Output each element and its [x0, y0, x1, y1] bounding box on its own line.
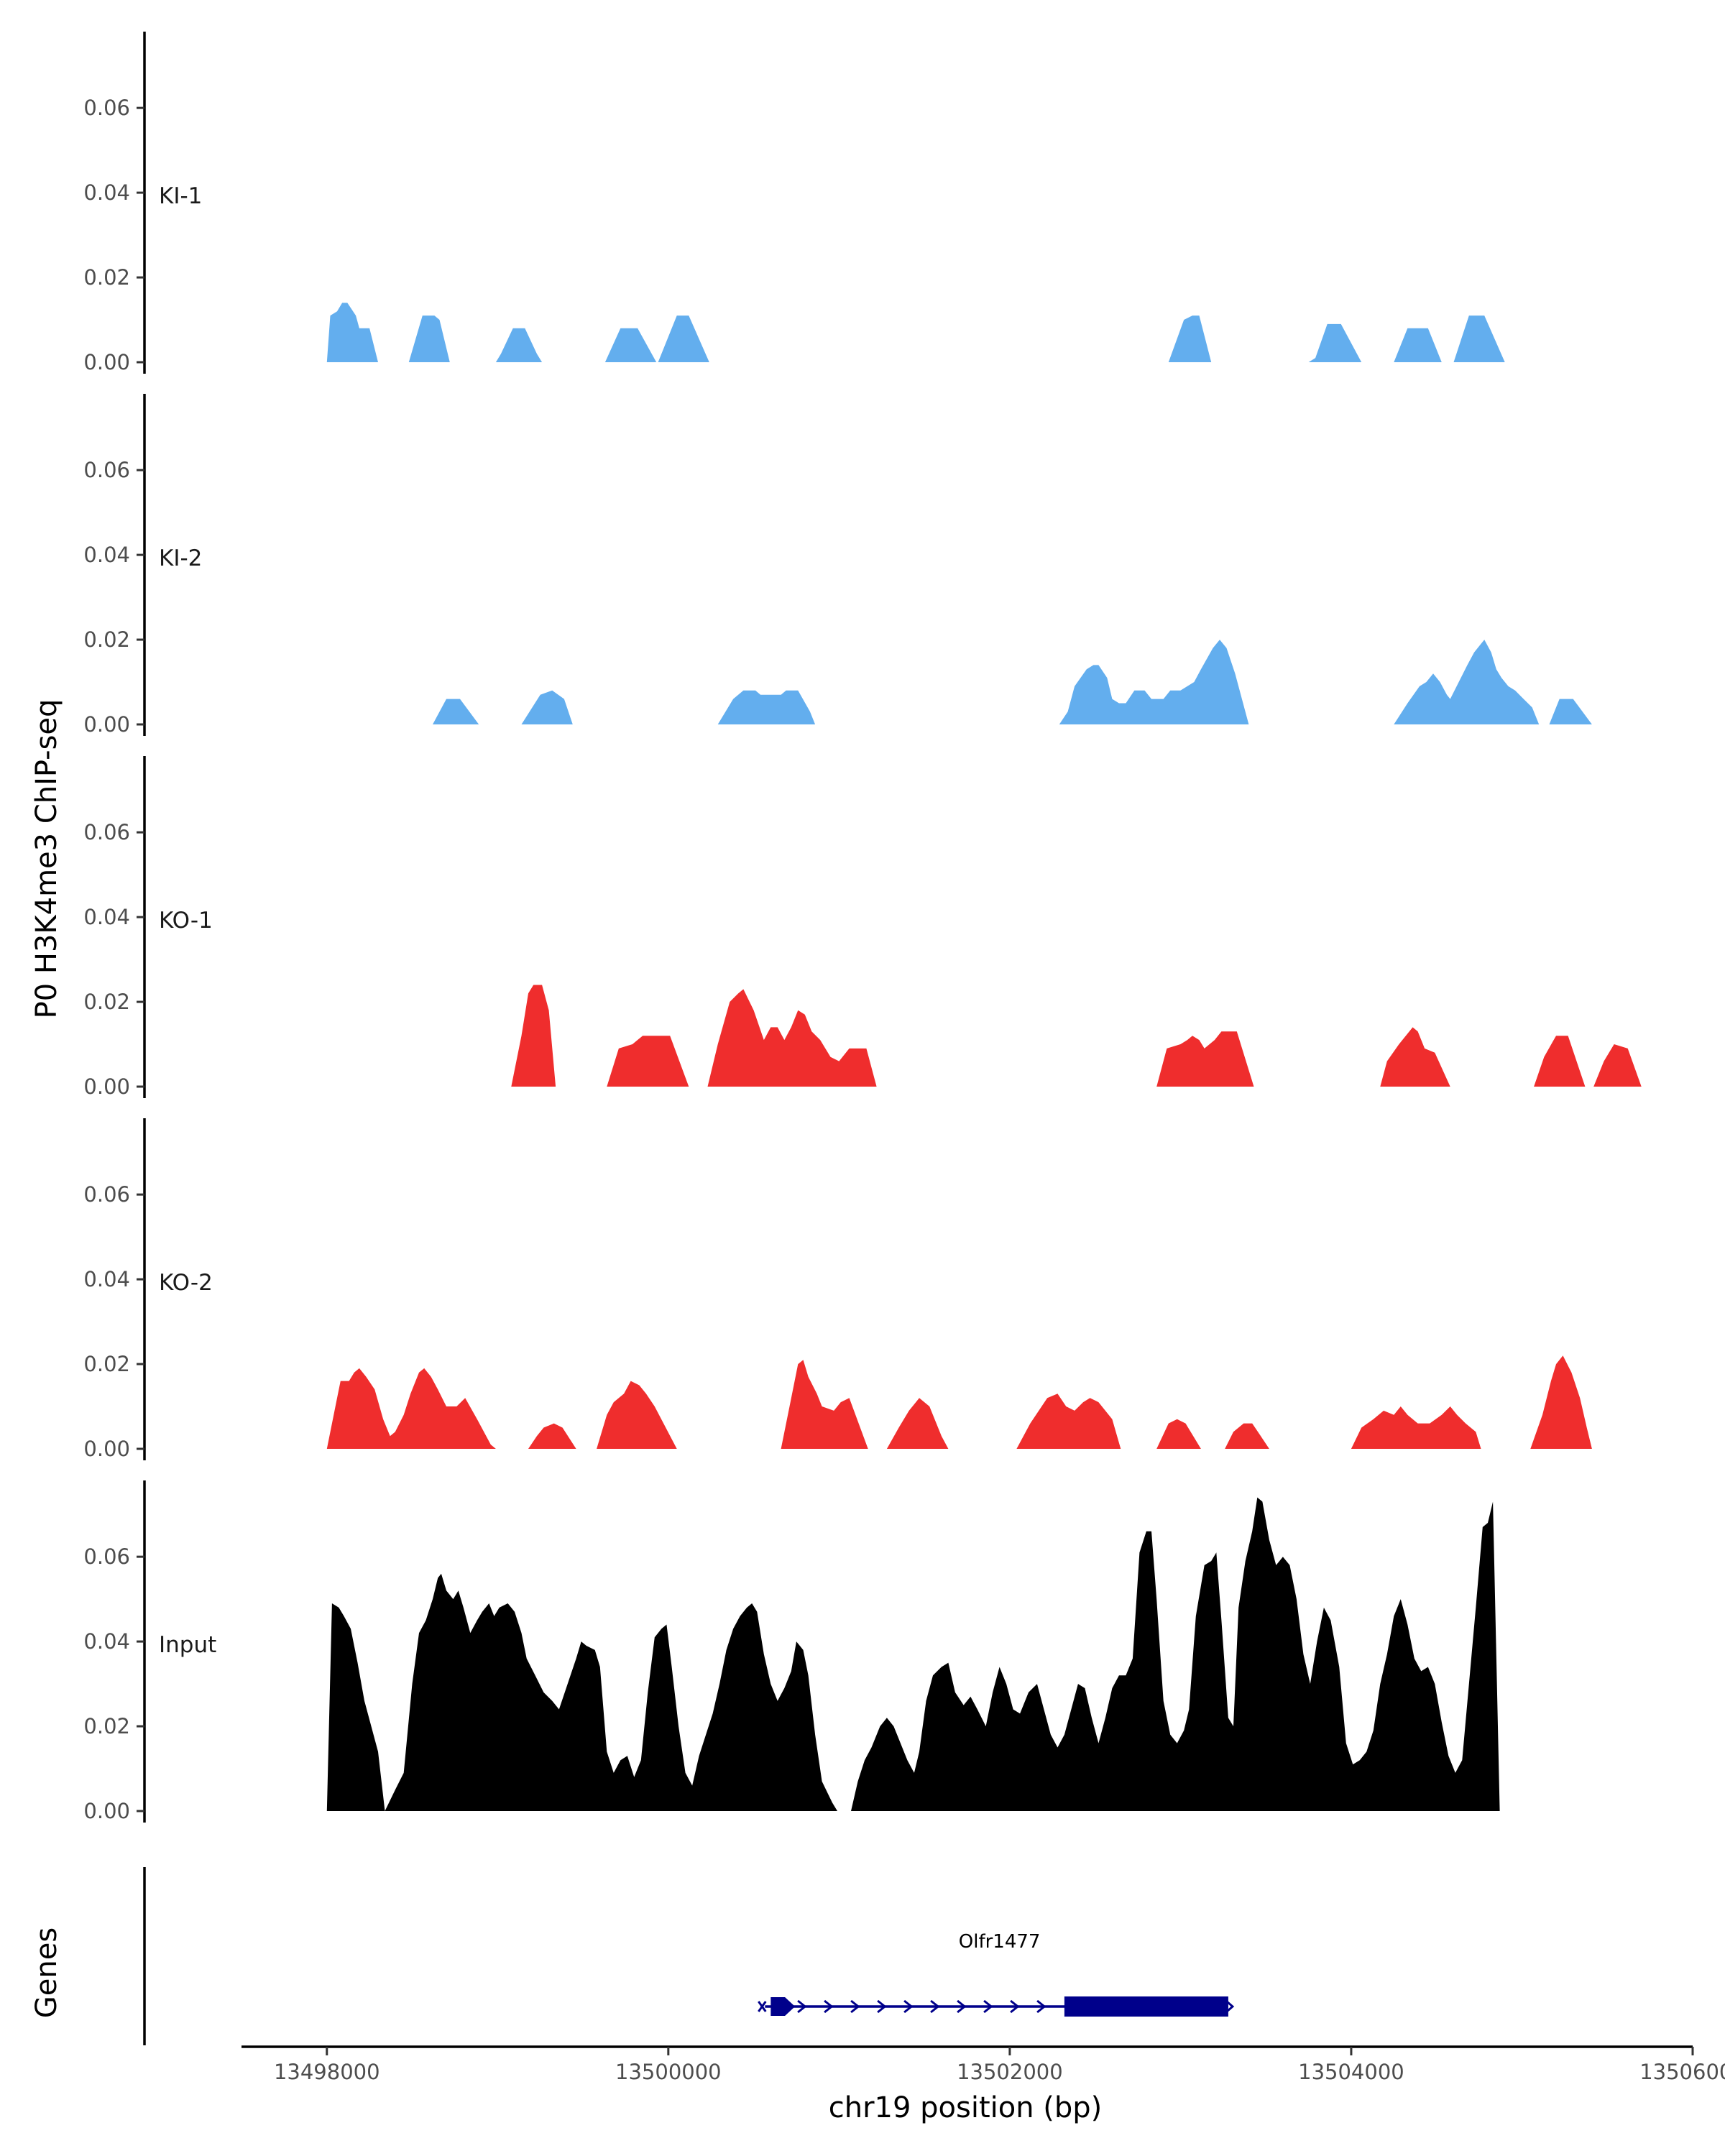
track-label-ki-2: KI-2 [159, 545, 202, 571]
genes-panel: Olfr1477 [143, 1867, 1235, 2045]
track-ko-1: 0.00 0.02 0.04 0.06 KO-1 [83, 756, 1642, 1099]
y-tick-label: 0.06 [83, 458, 130, 482]
track-input: 0.00 0.02 0.04 0.06 Input [83, 1480, 1500, 1823]
track-label-ko-2: KO-2 [159, 1270, 213, 1296]
gene-exon-5prime [770, 1997, 796, 2016]
area-ki-1 [326, 303, 1505, 362]
area-ki-2 [433, 640, 1592, 724]
y-tick-label: 0.04 [83, 1629, 130, 1654]
track-label-ki-1: KI-1 [159, 183, 202, 209]
y-tick-label: 0.00 [83, 1437, 130, 1461]
track-label-ko-1: KO-1 [159, 908, 213, 934]
y-tick-label: 0.02 [83, 1714, 130, 1738]
track-ki-1: 0.00 0.02 0.04 0.06 KI-1 [83, 32, 1505, 374]
y-tick-label: 0.00 [83, 1074, 130, 1099]
y-tick-label: 0.06 [83, 1182, 130, 1207]
x-tick-label: 13506000 [1639, 2060, 1725, 2084]
area-ko-2 [326, 1355, 1592, 1449]
track-label-input: Input [159, 1632, 216, 1658]
strand-arrow [850, 1999, 860, 2014]
y-tick-label: 0.04 [83, 180, 130, 205]
y-tick-label: 0.06 [83, 96, 130, 120]
y-tick-label: 0.00 [83, 350, 130, 374]
y-tick-label: 0.06 [83, 1544, 130, 1569]
x-axis-title: chr19 position (bp) [829, 2091, 1103, 2124]
track-ki-2: 0.00 0.02 0.04 0.06 KI-2 [83, 394, 1592, 737]
y-tick-label: 0.04 [83, 543, 130, 567]
strand-arrow [877, 1999, 887, 2014]
gene-end-arrow [1225, 2000, 1235, 2013]
y-tick-label: 0.06 [83, 820, 130, 844]
y-axis-title: P0 H3K4me3 ChIP-seq [30, 699, 63, 1019]
y-tick-label: 0.04 [83, 1267, 130, 1291]
x-tick-label: 13498000 [274, 2060, 380, 2084]
area-ko-1 [511, 985, 1642, 1087]
strand-arrow [930, 1999, 940, 2014]
coverage-tracks: 0.00 0.02 0.04 0.06 KI-1 0.00 0.02 0.04 0.06 KI-2… [83, 32, 1642, 1823]
y-tick-label: 0.02 [83, 990, 130, 1014]
strand-arrow [983, 1999, 993, 2014]
x-tick-label: 13500000 [615, 2060, 722, 2084]
x-tick-label: 13504000 [1298, 2060, 1404, 2084]
gene-exon-cds [1064, 1996, 1228, 2017]
track-ko-2: 0.00 0.02 0.04 0.06 KO-2 [83, 1118, 1592, 1461]
y-tick-label: 0.02 [83, 265, 130, 290]
y-tick-label: 0.04 [83, 905, 130, 929]
x-tick-label: 13502000 [957, 2060, 1063, 2084]
strand-arrow [903, 1999, 914, 2014]
gene-start-mark [758, 2001, 767, 2012]
y-tick-label: 0.02 [83, 1352, 130, 1376]
strand-arrow [1010, 1999, 1020, 2014]
strand-arrow [797, 1999, 807, 2014]
genes-axis-title: Genes [30, 1927, 63, 2018]
y-tick-label: 0.00 [83, 1799, 130, 1823]
area-input [326, 1497, 1500, 1811]
x-axis: 13498000 13500000 13502000 13504000 13506000 [242, 2045, 1725, 2084]
y-tick-label: 0.00 [83, 712, 130, 737]
strand-arrow [1036, 1999, 1046, 2014]
strand-arrow [824, 1999, 834, 2014]
gene-name-label: Olfr1477 [959, 1931, 1041, 1953]
strand-arrow [957, 1999, 967, 2014]
y-tick-label: 0.02 [83, 627, 130, 652]
